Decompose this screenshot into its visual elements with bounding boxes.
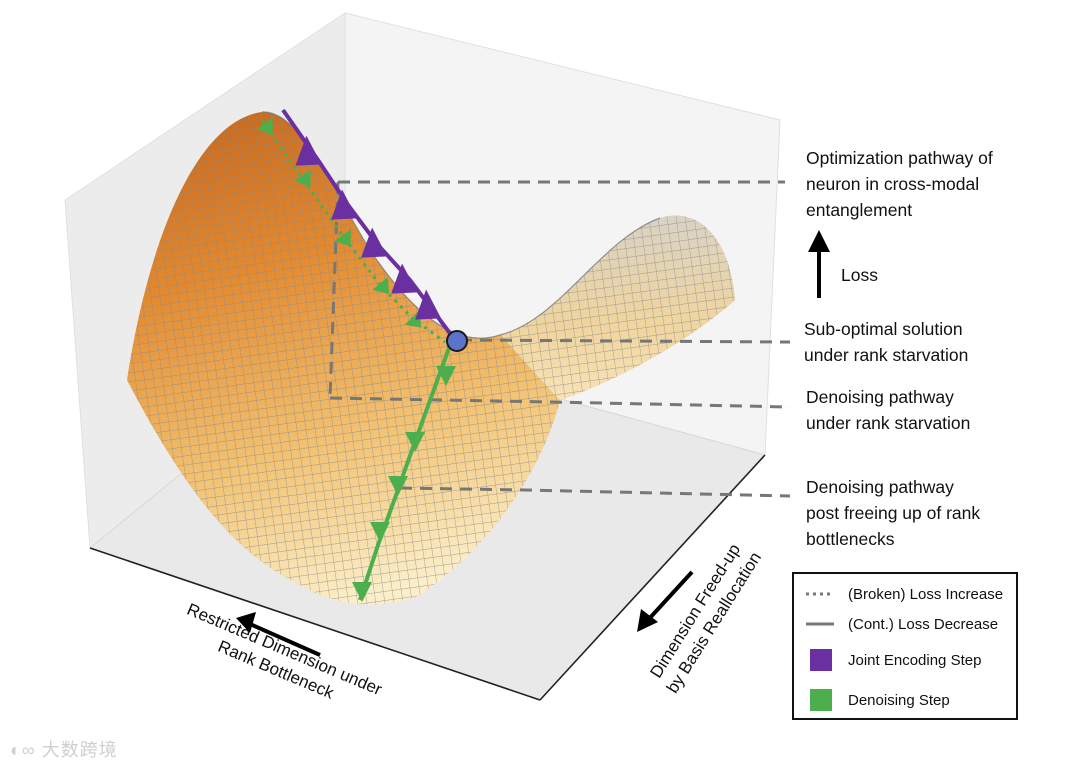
legend-label-cont: (Cont.) Loss Decrease — [848, 615, 999, 633]
legend-label-joint: Joint Encoding Step — [848, 651, 982, 669]
guide-vertical — [328, 181, 340, 399]
joint-step-marker — [391, 263, 418, 294]
label-suboptimal-solution: Sub-optimal solution under rank starvati… — [804, 319, 969, 365]
dotted-line-icon — [804, 582, 836, 606]
label-denoising-freed: Denoising pathway post freeing up of ran… — [806, 477, 981, 549]
label-loss: Loss — [841, 265, 878, 285]
denoise-step-marker — [372, 276, 390, 295]
denoise-step-marker — [294, 169, 311, 187]
solid-line-icon — [804, 612, 836, 636]
green-square-icon — [804, 688, 836, 712]
denoise-decrease-path — [352, 344, 456, 602]
guide-lines — [328, 180, 791, 498]
restricted-arrow — [236, 612, 321, 657]
label-denoising-starvation: Denoising pathway under rank starvation — [806, 387, 971, 433]
label-optimization-pathway: Optimization pathway of neuron in cross-… — [806, 148, 993, 220]
denoise-step-marker — [388, 476, 408, 496]
guide-freed-denoise — [399, 486, 791, 498]
legend-item-cont: (Cont.) Loss Decrease — [804, 612, 998, 636]
guide-starvation-denoise — [329, 396, 791, 409]
guide-suboptimal — [459, 338, 791, 344]
watermark: ◐∞ 大数跨境 — [10, 736, 118, 762]
joint-step-marker — [361, 227, 388, 258]
watermark-text: 大数跨境 — [41, 740, 118, 760]
legend: (Broken) Loss Increase (Cont.) Loss Decr… — [792, 572, 1018, 720]
legend-label-broken: (Broken) Loss Increase — [848, 585, 1004, 603]
loss-arrow — [808, 230, 830, 298]
joint-step-marker — [415, 289, 442, 320]
legend-item-joint: Joint Encoding Step — [804, 648, 981, 672]
denoise-step-marker — [370, 522, 390, 542]
denoise-step-marker — [436, 366, 456, 386]
joint-step-marker — [331, 189, 358, 220]
denoise-step-marker — [256, 117, 273, 135]
legend-label-denoise: Denoising Step — [848, 691, 950, 709]
legend-item-denoise: Denoising Step — [804, 688, 950, 712]
joint-step-marker — [295, 135, 322, 166]
denoise-step-marker — [352, 582, 372, 602]
suboptimal-point — [446, 330, 468, 352]
legend-item-broken: (Broken) Loss Increase — [804, 582, 1003, 606]
purple-square-icon — [804, 648, 836, 672]
freed-arrow — [637, 570, 694, 632]
joint-encoding-path — [281, 108, 457, 342]
denoise-step-marker — [334, 229, 351, 247]
watermark-logo-icon: ◐∞ — [10, 740, 42, 760]
denoise-step-marker — [405, 432, 425, 452]
